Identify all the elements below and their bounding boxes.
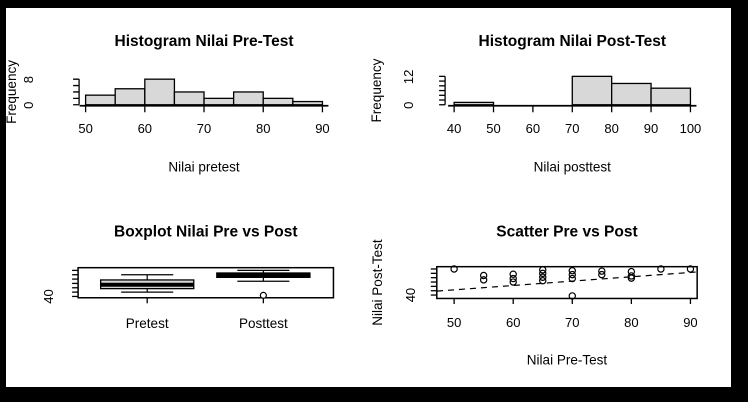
x-tick-label: 80 <box>255 121 269 136</box>
y-tick-label: 0 <box>21 102 36 109</box>
plot-device: 50 60 70 80 90 0 8 Histogram Nilai Pre-Test Nila… <box>5 8 731 388</box>
scatter-point <box>686 264 695 273</box>
panel-scatter: 40 50 60 70 80 90 Scatter Pre vs Post Nilai Pre… <box>368 198 731 388</box>
scatter-point <box>657 264 665 273</box>
scatter-point <box>539 269 547 277</box>
y-axis-title: Frequency <box>369 58 384 122</box>
panel-histogram-pretest: 50 60 70 80 90 0 8 Histogram Nilai Pre-Test Nila… <box>6 8 369 198</box>
chart-title: Histogram Nilai Pre-Test <box>114 33 293 50</box>
y-tick-label: 8 <box>21 76 36 83</box>
histogram-bar <box>611 82 652 106</box>
histogram-bar <box>262 97 293 106</box>
scatter-point <box>568 274 576 282</box>
trend-line <box>436 270 697 292</box>
scatter-svg: 40 50 60 70 80 90 Scatter Pre vs Post Nilai Pre… <box>370 223 698 367</box>
histogram-bar <box>650 87 692 106</box>
histogram-bar <box>84 94 116 106</box>
x-tick-label: Pretest <box>125 315 168 330</box>
scatter-point <box>479 275 488 284</box>
x-tick-label: 80 <box>624 314 638 329</box>
scatter-point <box>598 266 606 275</box>
histogram-bar <box>291 100 323 106</box>
chart-title: Histogram Nilai Post-Test <box>479 33 667 50</box>
y-axis-title: Frequency <box>6 60 19 124</box>
histogram-bar <box>571 75 613 106</box>
histogram-bar <box>202 97 234 106</box>
scatter-point <box>509 277 517 286</box>
scatter-point <box>568 270 576 278</box>
x-tick-label: 60 <box>506 314 520 329</box>
plot-frame <box>436 265 698 299</box>
scatter-point <box>539 265 547 274</box>
x-axis-title: Nilai Pre-Test <box>527 352 608 367</box>
x-tick-label: 60 <box>526 121 540 136</box>
x-tick-label: 50 <box>486 121 500 136</box>
x-tick-label: 90 <box>683 314 697 329</box>
histogram-bar <box>173 91 205 106</box>
scatter-point <box>598 270 606 278</box>
scatter-point <box>627 273 636 282</box>
chart-title: Scatter Pre vs Post <box>496 223 637 240</box>
x-tick-label: 90 <box>644 121 658 136</box>
x-tick-label: Posttest <box>238 315 287 330</box>
y-tick-label: 40 <box>403 287 418 301</box>
histogram-bar <box>453 101 495 106</box>
chart-title: Boxplot Nilai Pre vs Post <box>114 223 298 240</box>
x-tick-label: 50 <box>447 314 461 329</box>
histogram-bar <box>143 78 175 106</box>
outlier-point <box>259 291 267 299</box>
boxplot-svg: 40 Pretest Posttest Boxplot Nilai Pre vs Po… <box>41 223 334 330</box>
histogram-bar <box>232 91 264 106</box>
scatter-point <box>479 271 488 279</box>
scatter-point <box>450 264 458 273</box>
scatter-point <box>539 276 547 284</box>
x-axis-title: Nilai posttest <box>534 159 612 174</box>
panel-histogram-posttest: 40 50 60 70 80 90 100 0 12 Histogram Nilai Post-T… <box>368 8 731 198</box>
scatter-point <box>627 271 636 280</box>
x-tick-label: 70 <box>565 121 579 136</box>
scatter-point <box>509 269 517 278</box>
scatter-point <box>539 273 547 281</box>
histogram-posttest-svg: 40 50 60 70 80 90 100 0 12 Histogram Nilai Post-T… <box>369 33 702 174</box>
plot-frame <box>76 266 334 299</box>
histogram-bar <box>114 88 145 106</box>
x-tick-label: 100 <box>680 121 702 136</box>
x-tick-label: 80 <box>604 121 618 136</box>
x-tick-label: 70 <box>196 121 210 136</box>
x-tick-label: 60 <box>137 121 151 136</box>
scatter-point <box>568 266 576 274</box>
y-tick-label: 0 <box>401 102 416 109</box>
panel-boxplot: 40 Pretest Posttest Boxplot Nilai Pre vs Po… <box>6 198 369 388</box>
y-tick-label: 40 <box>41 289 56 303</box>
x-axis-title: Nilai pretest <box>168 159 240 174</box>
x-tick-label: 40 <box>447 121 461 136</box>
histogram-pretest-svg: 50 60 70 80 90 0 8 Histogram Nilai Pre-Test Nila… <box>6 33 330 174</box>
x-tick-label: 50 <box>78 121 92 136</box>
y-tick-label: 12 <box>401 70 416 84</box>
x-tick-label: 70 <box>565 314 579 329</box>
x-tick-label: 90 <box>315 121 329 136</box>
scatter-point <box>509 274 517 282</box>
y-axis-title: Nilai Post-Test <box>370 239 385 326</box>
